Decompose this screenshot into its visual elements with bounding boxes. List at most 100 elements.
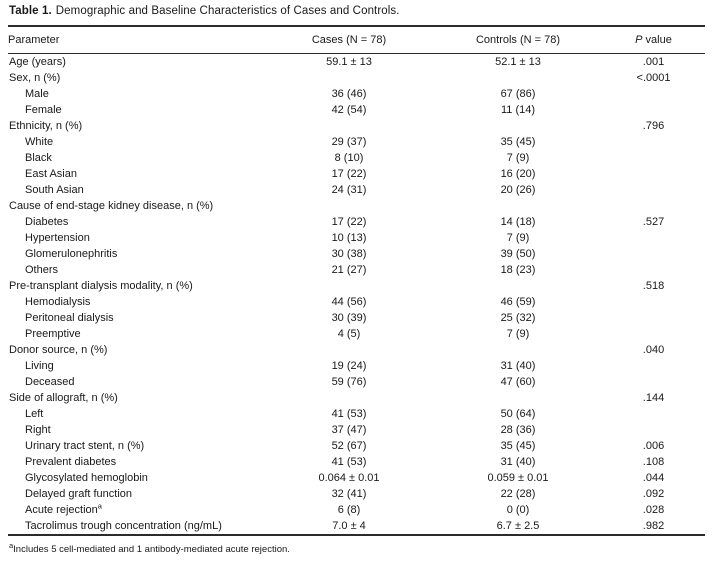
row-cases-value — [264, 278, 434, 294]
row-p-value: .006 — [642, 440, 665, 452]
row-p-value — [602, 230, 705, 246]
row-controls-value: 7 (9) — [506, 328, 530, 340]
table-row: Prevalent diabetes 41 (53) 31 (40) .108 — [8, 454, 705, 470]
table-row: Delayed graft function 32 (41) 22 (28) .092 — [8, 486, 705, 502]
footnote-text: Includes 5 cell-mediated and 1 antibody-… — [13, 544, 290, 555]
row-parameter: Living — [25, 360, 54, 372]
row-cases-value: 24 (31) — [331, 184, 367, 196]
table-row: Others 21 (27) 18 (23) — [8, 262, 705, 278]
row-controls-value: 7 (9) — [506, 232, 530, 244]
column-header-cases: Cases (N = 78) — [264, 26, 434, 54]
row-parameter: Male — [25, 88, 49, 100]
table-title-number: Table 1. — [9, 5, 52, 17]
row-p-value — [602, 294, 705, 310]
table-row: Pre-transplant dialysis modality, n (%).… — [8, 278, 705, 294]
row-parameter: Preemptive — [25, 328, 81, 340]
row-controls-value — [434, 342, 602, 358]
row-parameter: Female — [25, 104, 62, 116]
row-p-value — [602, 166, 705, 182]
row-controls-value: 14 (18) — [500, 216, 536, 228]
row-controls-value: 7 (9) — [506, 152, 530, 164]
table-row: Hypertension 10 (13) 7 (9) — [8, 230, 705, 246]
table-row: Living 19 (24) 31 (40) — [8, 358, 705, 374]
row-parameter: Deceased — [25, 376, 75, 388]
row-p-value — [602, 246, 705, 262]
table-row: Sex, n (%) <.0001 — [8, 70, 705, 86]
row-controls-value — [434, 70, 602, 86]
row-controls-value: 25 (32) — [500, 312, 536, 324]
table-row: White 29 (37) 35 (45) — [8, 134, 705, 150]
row-controls-value: 0 (0) — [506, 504, 530, 516]
row-cases-value: 52 (67) — [331, 440, 367, 452]
row-parameter: Glomerulonephritis — [25, 248, 118, 260]
table-row: Left 41 (53) 50 (64) — [8, 406, 705, 422]
row-footnote-marker: a — [97, 501, 102, 511]
row-p-value — [602, 374, 705, 390]
row-cases-value: 7.0 ± 4 — [332, 520, 366, 532]
row-p-value — [602, 262, 705, 278]
row-p-value: .982 — [642, 520, 665, 532]
row-parameter: Donor source, n (%) — [9, 344, 108, 356]
row-controls-value: 67 (86) — [500, 88, 536, 100]
row-cases-value: 41 (53) — [331, 456, 367, 468]
row-cases-value: 32 (41) — [331, 488, 367, 500]
row-controls-value: 22 (28) — [500, 488, 536, 500]
row-controls-value — [434, 118, 602, 134]
row-p-value — [602, 182, 705, 198]
column-header-controls: Controls (N = 78) — [434, 26, 602, 54]
row-controls-value: 47 (60) — [500, 376, 536, 388]
row-cases-value: 8 (10) — [334, 152, 364, 164]
table-title: Table 1. Demographic and Baseline Charact… — [9, 5, 705, 17]
row-cases-value: 17 (22) — [331, 216, 367, 228]
row-parameter: Black — [25, 152, 52, 164]
table-row: Tacrolimus trough concentration (ng/mL) 7… — [8, 518, 705, 535]
row-p-value: .527 — [642, 216, 665, 228]
demographics-table: Parameter Cases (N = 78) Controls (N = 7… — [8, 25, 705, 536]
row-controls-value: 35 (45) — [500, 136, 536, 148]
table-row: Cause of end-stage kidney disease, n (%) — [8, 198, 705, 214]
row-controls-value: 50 (64) — [500, 408, 536, 420]
table-title-text: Demographic and Baseline Characteristics… — [55, 5, 400, 17]
row-p-value — [602, 86, 705, 102]
table-row: South Asian 24 (31) 20 (26) — [8, 182, 705, 198]
row-parameter: Prevalent diabetes — [25, 456, 117, 468]
table-row: Urinary tract stent, n (%) 52 (67) 35 (45)… — [8, 438, 705, 454]
table-row: Peritoneal dialysis 30 (39) 25 (32) — [8, 310, 705, 326]
row-cases-value: 6 (8) — [337, 504, 361, 516]
row-parameter: Others — [25, 264, 59, 276]
row-parameter: Glycosylated hemoglobin — [25, 472, 148, 484]
table-row: Female 42 (54) 11 (14) — [8, 102, 705, 118]
row-controls-value — [434, 390, 602, 406]
column-header-p-value: P value — [602, 26, 705, 54]
table-row: Black 8 (10) 7 (9) — [8, 150, 705, 166]
table-row: Male 36 (46) 67 (86) — [8, 86, 705, 102]
row-cases-value — [264, 118, 434, 134]
row-p-value: .108 — [642, 456, 665, 468]
row-p-value: <.0001 — [636, 72, 671, 84]
row-cases-value: 59.1 ± 13 — [326, 56, 372, 68]
table-row: Age (years) 59.1 ± 13 52.1 ± 13 .001 — [8, 54, 705, 71]
row-p-value — [602, 406, 705, 422]
row-cases-value: 44 (56) — [331, 296, 367, 308]
row-parameter: Left — [25, 408, 44, 420]
row-p-value: .044 — [642, 472, 665, 484]
row-parameter: Sex, n (%) — [9, 72, 61, 84]
table-row: Diabetes 17 (22) 14 (18) .527 — [8, 214, 705, 230]
row-cases-value — [264, 70, 434, 86]
row-cases-value: 59 (76) — [331, 376, 367, 388]
row-cases-value: 36 (46) — [331, 88, 367, 100]
row-p-value — [602, 198, 705, 214]
table-row: East Asian 17 (22) 16 (20) — [8, 166, 705, 182]
row-parameter: Age (years) — [9, 56, 66, 68]
row-parameter: Pre-transplant dialysis modality, n (%) — [9, 280, 193, 292]
row-parameter: Side of allograft, n (%) — [9, 392, 118, 404]
row-p-value: .040 — [642, 344, 665, 356]
row-cases-value: 30 (39) — [331, 312, 367, 324]
table-row: Acute rejectiona 6 (8) 0 (0) .028 — [8, 502, 705, 518]
row-p-value — [602, 358, 705, 374]
footnote-marker: a — [9, 540, 14, 550]
row-controls-value — [434, 278, 602, 294]
row-p-value — [602, 102, 705, 118]
row-p-value — [602, 150, 705, 166]
p-value-rest: value — [642, 34, 672, 46]
